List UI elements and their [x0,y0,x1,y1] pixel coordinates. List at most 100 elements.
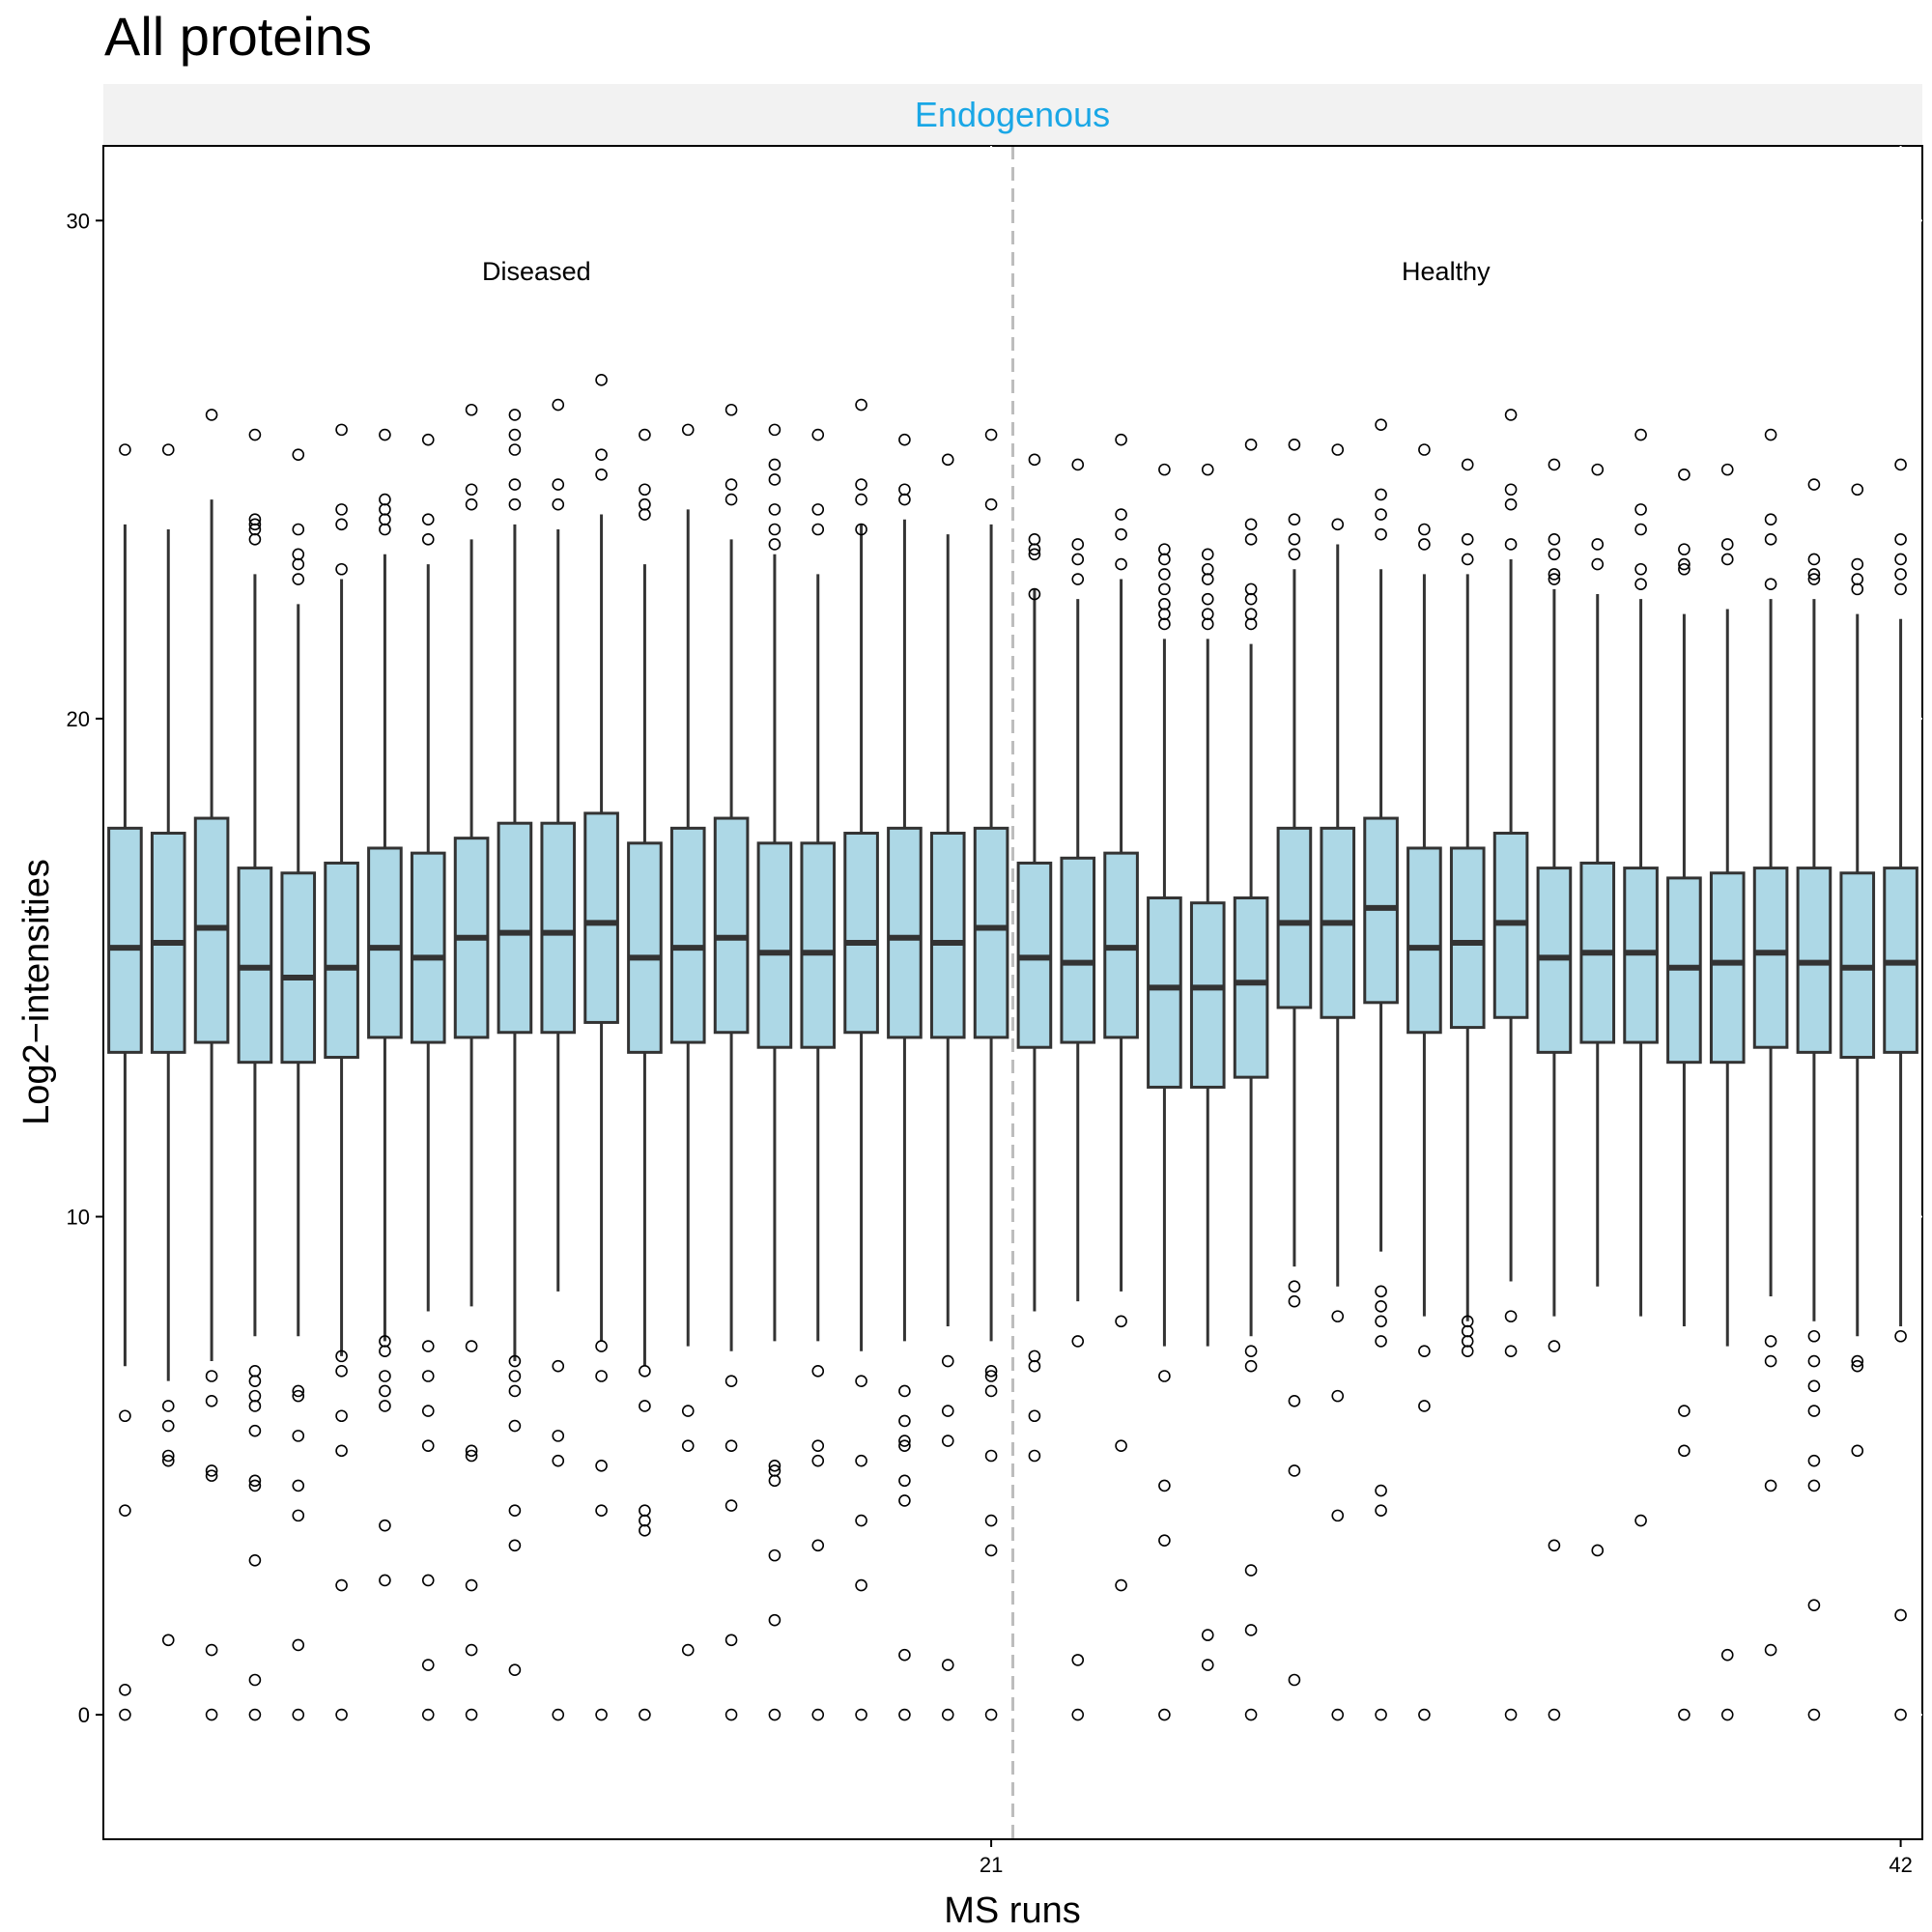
outlier-point [292,1638,305,1652]
outlier-point [1461,458,1474,471]
outlier-point [1807,478,1821,491]
outlier-point [1028,1359,1041,1373]
outlier-point [1764,1335,1777,1348]
outlier-point [595,1504,608,1518]
outlier-point [984,497,998,511]
facet-label: Endogenous [915,95,1110,134]
outlier-point [1418,523,1431,536]
outlier-point [855,1514,867,1527]
box-iqr [497,821,533,1035]
outlier-point [681,423,695,437]
outlier-point [1288,1673,1301,1687]
y-tick-label-0: 0 [78,1703,90,1727]
y-tick-label-10: 10 [67,1206,90,1230]
outlier-point [508,1370,522,1382]
outlier-point [1375,1335,1387,1348]
outlier-point [421,1370,435,1382]
box-iqr [669,826,706,1044]
outlier-point [119,1409,131,1423]
box-iqr [324,861,359,1060]
box-iqr [1233,896,1269,1079]
outlier-point [941,1405,954,1417]
box-run-15 [713,403,750,1721]
outlier-point [552,478,565,491]
outlier-point [1678,557,1690,571]
outlier-point [1418,1708,1431,1721]
outlier-point [1375,1300,1387,1313]
outlier-point [1028,1409,1041,1423]
box-iqr [973,826,1009,1039]
box-run-4 [237,428,273,1721]
box-run-24 [1103,433,1139,1592]
outlier-point [768,523,781,536]
outlier-point [724,1708,738,1721]
outlier-point [1288,1394,1301,1407]
box-run-16 [756,423,793,1721]
outlier-point [724,1634,738,1647]
outlier-point [1548,568,1561,581]
box-run-23 [1060,458,1096,1721]
outlier-point [465,1340,478,1352]
outlier-point [205,1469,218,1482]
outlier-point [1720,553,1734,566]
outlier-point [1071,1335,1085,1348]
outlier-point [1244,1345,1258,1358]
outlier-point [1418,1345,1431,1358]
outlier-point [1244,1624,1258,1636]
outlier-point [292,523,305,536]
outlier-point [1375,1504,1387,1518]
outlier-point [1678,1405,1690,1417]
outlier-point [898,433,911,446]
facet-strip [103,84,1922,146]
outlier-point [379,523,391,536]
outlier-point [205,1370,218,1382]
outlier-point [1894,553,1907,566]
box-iqr [929,832,966,1039]
outlier-point [1678,1708,1690,1721]
outlier-point [1244,533,1258,546]
outlier-point [768,1474,781,1488]
outlier-point [1158,617,1171,631]
outlier-point [811,428,825,441]
box-run-19 [887,433,923,1721]
outlier-point [421,1405,435,1417]
outlier-point [508,1539,522,1552]
outlier-point [941,1435,954,1447]
outlier-point [335,518,348,531]
box-run-12 [583,374,619,1721]
box-iqr [1709,871,1746,1065]
box-run-22 [1016,453,1053,1463]
outlier-point [984,1384,998,1398]
outlier-point [1807,568,1821,581]
outlier-point [984,1365,998,1378]
outlier-point [1678,562,1690,576]
outlier-point [421,1439,435,1452]
outlier-point [1678,1444,1690,1458]
outlier-point [855,1454,867,1467]
outlier-point [595,468,608,481]
outlier-point [248,518,262,531]
outlier-point [465,1449,478,1463]
outlier-point [335,423,348,437]
outlier-point [1331,1389,1345,1403]
outlier-point [941,1659,954,1671]
outlier-point [595,1370,608,1382]
outlier-point [292,1479,305,1492]
outlier-point [768,423,781,437]
outlier-point [421,1574,435,1587]
outlier-point [1764,578,1777,591]
outlier-point [984,1708,998,1721]
outlier-point [1807,1454,1821,1467]
outlier-point [421,533,435,546]
box-run-25 [1147,463,1182,1721]
box-run-10 [497,409,533,1676]
outlier-point [984,1514,998,1527]
outlier-point [1851,557,1864,571]
outlier-point [1634,523,1647,536]
outlier-point [768,1708,781,1721]
outlier-point [508,409,522,421]
outlier-point [898,1435,911,1447]
outlier-point [1071,1708,1085,1721]
outlier-point [898,1439,911,1452]
outlier-point [1158,1370,1171,1382]
